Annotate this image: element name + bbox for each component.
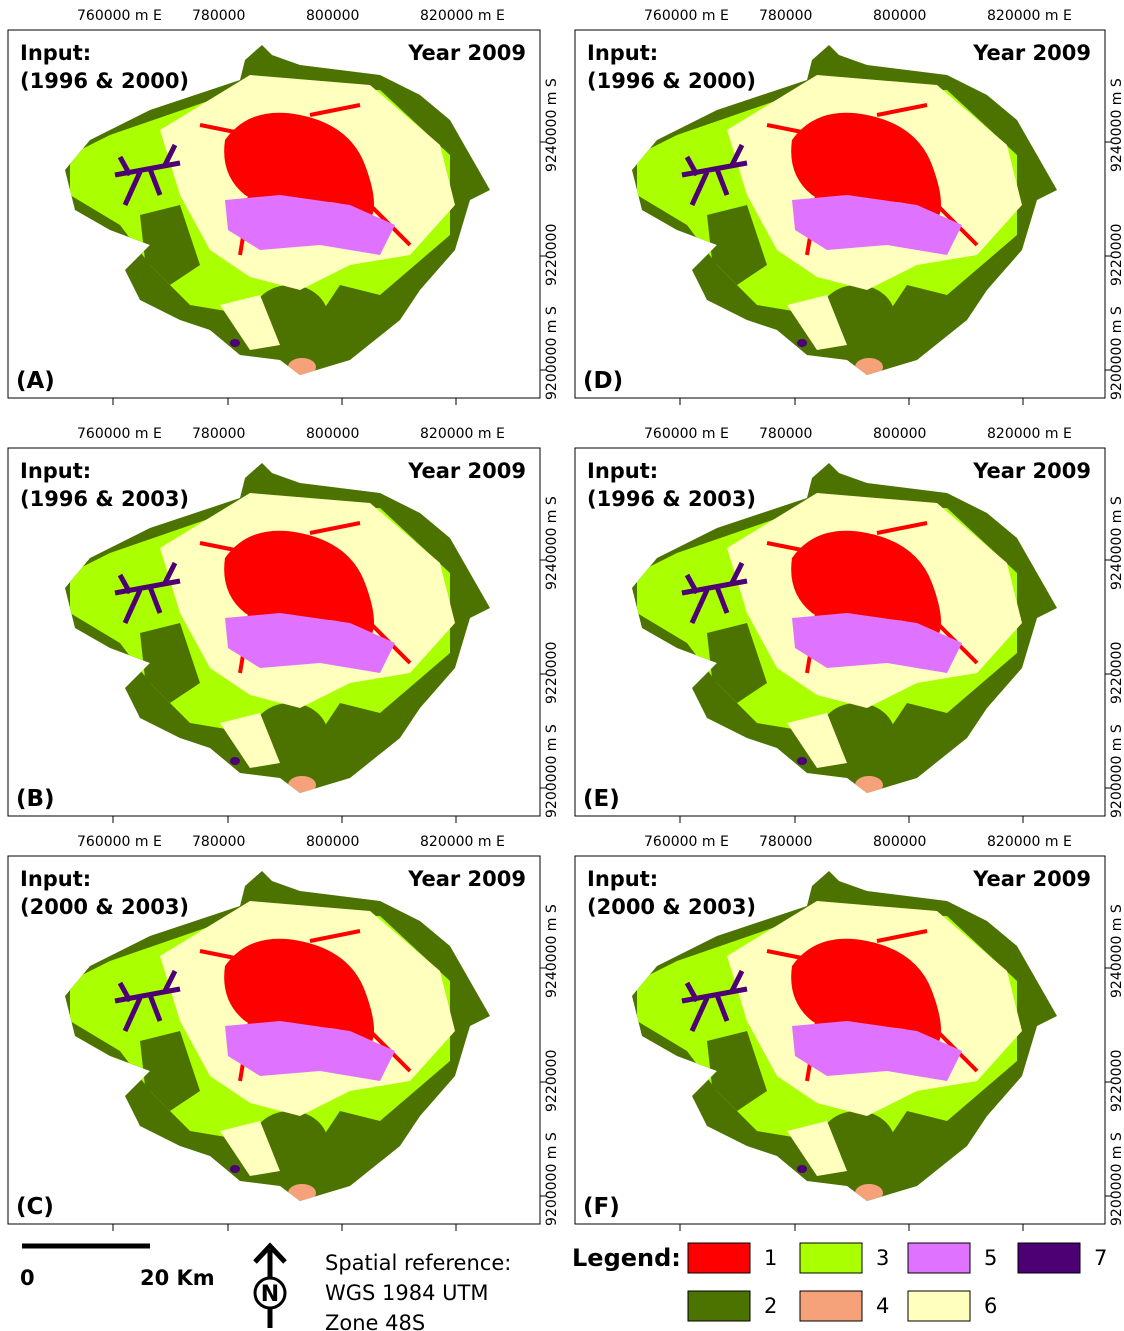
- x-tick-label: 800000: [306, 8, 359, 24]
- spatial-reference: Zone 48S: [325, 1311, 425, 1331]
- y-tick-label: 9220000: [1109, 1050, 1124, 1112]
- x-tick-label: 820000 m E: [420, 8, 505, 24]
- x-tick-label: 760000 m E: [77, 834, 162, 850]
- x-tick-label: 820000 m E: [420, 834, 505, 850]
- x-tick-label: 780000: [192, 426, 245, 442]
- panels: 760000 m E 780000 800000 820000 m E 9240000 …: [7, 8, 1124, 1231]
- input-title: Input:: [20, 459, 91, 483]
- y-tick-label: 9220000: [544, 224, 560, 286]
- x-tick-label: 820000 m E: [420, 426, 505, 442]
- panel-label: (B): [16, 786, 55, 812]
- x-tick-label: 760000 m E: [644, 426, 729, 442]
- map-panel: 760000 m E 780000 800000 820000 m E 9240000 …: [574, 8, 1124, 405]
- year: Year 2009: [407, 867, 526, 891]
- x-tick-label: 820000 m E: [987, 834, 1072, 850]
- y-tick-label: 9200000 m S: [544, 724, 560, 818]
- spatial-reference: Spatial reference:: [325, 1251, 511, 1275]
- x-tick-label: 800000: [306, 834, 359, 850]
- y-tick-label: 9220000: [544, 642, 560, 704]
- legend-label: 1: [764, 1246, 777, 1270]
- map-panel: 760000 m E 780000 800000 820000 m E 9240000 …: [7, 834, 560, 1231]
- y-tick-label: 9240000 m S: [544, 904, 560, 998]
- x-tick-label: 800000: [873, 8, 926, 24]
- legend: 1 2 3 4 5 6 7: [687, 1242, 1107, 1322]
- input-title: Input:: [20, 41, 91, 65]
- x-tick-label: 780000: [192, 8, 245, 24]
- north-arrow: N: [253, 1242, 287, 1328]
- spatial-reference: WGS 1984 UTM: [325, 1281, 488, 1305]
- x-tick-label: 780000: [192, 834, 245, 850]
- y-tick-label: 9200000 m S: [1109, 1132, 1124, 1226]
- legend-swatch: [907, 1242, 971, 1274]
- scale-end: 20 Km: [140, 1266, 215, 1290]
- input-title: Input:: [20, 867, 91, 891]
- input-years: (2000 & 2003): [587, 895, 756, 919]
- legend-swatch: [799, 1242, 863, 1274]
- y-tick-label: 9200000 m S: [544, 1132, 560, 1226]
- x-tick-label: 800000: [873, 426, 926, 442]
- legend-swatch: [687, 1242, 751, 1274]
- y-tick-label: 9240000 m S: [1109, 496, 1124, 590]
- y-tick-label: 9240000 m S: [1109, 904, 1124, 998]
- y-tick-label: 9220000: [1109, 224, 1124, 286]
- legend-label: 5: [984, 1246, 997, 1270]
- scale-start: 0: [20, 1266, 35, 1290]
- panel-label: (A): [16, 368, 55, 394]
- y-tick-label: 9240000 m S: [544, 78, 560, 172]
- input-years: (2000 & 2003): [20, 895, 189, 919]
- year: Year 2009: [972, 867, 1091, 891]
- y-tick-label: 9200000 m S: [1109, 724, 1124, 818]
- year: Year 2009: [407, 459, 526, 483]
- legend-swatch: [1017, 1242, 1081, 1274]
- input-years: (1996 & 2000): [587, 69, 756, 93]
- y-tick-label: 9220000: [544, 1050, 560, 1112]
- legend-swatch: [799, 1290, 863, 1322]
- legend-label: 7: [1094, 1246, 1107, 1270]
- input-years: (1996 & 2003): [587, 487, 756, 511]
- x-tick-label: 820000 m E: [987, 426, 1072, 442]
- map-panel: 760000 m E 780000 800000 820000 m E 9240000 …: [7, 8, 560, 405]
- legend-swatch: [687, 1290, 751, 1322]
- y-tick-label: 9200000 m S: [544, 306, 560, 400]
- y-tick-label: 9240000 m S: [544, 496, 560, 590]
- legend-title: Legend:: [572, 1244, 681, 1272]
- x-tick-label: 760000 m E: [77, 426, 162, 442]
- panel-label: (D): [583, 368, 623, 394]
- panel-label: (F): [583, 1194, 620, 1220]
- x-tick-label: 760000 m E: [644, 8, 729, 24]
- north-label: N: [261, 1282, 279, 1307]
- map-panel: 760000 m E 780000 800000 820000 m E 9240000 …: [574, 834, 1124, 1231]
- year: Year 2009: [972, 41, 1091, 65]
- legend-label: 3: [876, 1246, 889, 1270]
- legend-label: 4: [876, 1294, 889, 1318]
- footer: 0 20 Km N Spatial reference: WGS 1984 UT…: [20, 1242, 1107, 1331]
- y-tick-label: 9200000 m S: [1109, 306, 1124, 400]
- input-title: Input:: [587, 41, 658, 65]
- panel-label: (C): [16, 1194, 54, 1220]
- year: Year 2009: [972, 459, 1091, 483]
- x-tick-label: 760000 m E: [644, 834, 729, 850]
- x-tick-label: 780000: [759, 426, 812, 442]
- x-tick-label: 820000 m E: [987, 8, 1072, 24]
- y-tick-label: 9240000 m S: [1109, 78, 1124, 172]
- legend-swatch: [907, 1290, 971, 1322]
- x-tick-label: 780000: [759, 834, 812, 850]
- legend-label: 6: [984, 1294, 997, 1318]
- input-title: Input:: [587, 867, 658, 891]
- legend-label: 2: [764, 1294, 777, 1318]
- input-years: (1996 & 2003): [20, 487, 189, 511]
- x-tick-label: 760000 m E: [77, 8, 162, 24]
- input-years: (1996 & 2000): [20, 69, 189, 93]
- map-panel: 760000 m E 780000 800000 820000 m E 9240000 …: [7, 426, 560, 823]
- year: Year 2009: [407, 41, 526, 65]
- map-panel: 760000 m E 780000 800000 820000 m E 9240000 …: [574, 426, 1124, 823]
- x-tick-label: 800000: [306, 426, 359, 442]
- y-tick-label: 9220000: [1109, 642, 1124, 704]
- x-tick-label: 800000: [873, 834, 926, 850]
- panel-label: (E): [583, 786, 620, 812]
- input-title: Input:: [587, 459, 658, 483]
- x-tick-label: 780000: [759, 8, 812, 24]
